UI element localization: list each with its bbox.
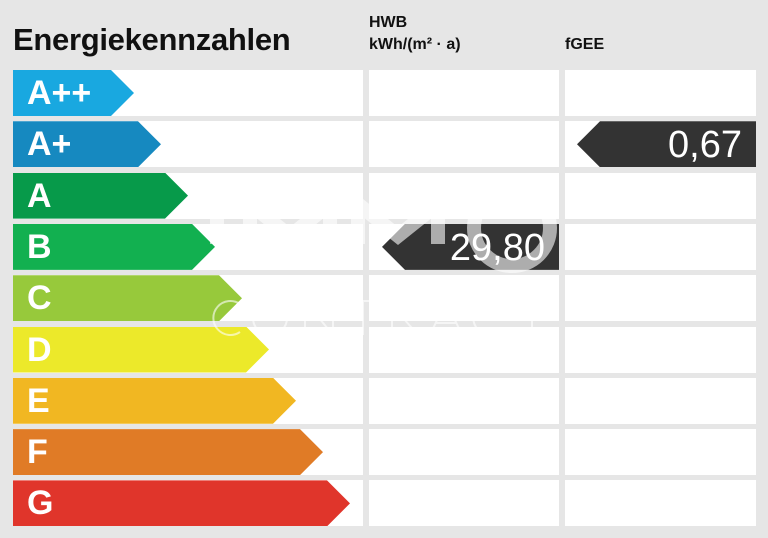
energy-class-arrow: A bbox=[13, 173, 188, 219]
energy-class-arrow: F bbox=[13, 429, 323, 475]
energy-class-arrow: G bbox=[13, 480, 350, 526]
hwb-cell bbox=[369, 429, 559, 476]
fgee-cell bbox=[565, 377, 756, 424]
hwb-cell bbox=[369, 480, 559, 527]
fgee-cell bbox=[565, 172, 756, 219]
energy-class-arrow: E bbox=[13, 378, 296, 424]
hwb-cell bbox=[369, 275, 559, 322]
hwb-unit: kWh/(m² · a) bbox=[369, 36, 461, 53]
energy-class-arrow: B bbox=[13, 224, 215, 270]
hwb-label: HWB bbox=[369, 14, 408, 31]
energy-class-arrow: A++ bbox=[13, 70, 134, 116]
hwb-cell bbox=[369, 172, 559, 219]
hwb-cell bbox=[369, 70, 559, 116]
energy-class-arrow: A+ bbox=[13, 121, 161, 167]
hwb-cell bbox=[369, 121, 559, 168]
hwb-cell bbox=[369, 326, 559, 373]
fgee-header: fGEE bbox=[565, 36, 605, 53]
hwb-cell bbox=[369, 377, 559, 424]
fgee-value-marker: 0,67 bbox=[577, 121, 756, 168]
fgee-cell bbox=[565, 480, 756, 527]
fgee-cell bbox=[565, 429, 756, 476]
fgee-cell bbox=[565, 70, 756, 116]
hwb-header: HWB kWh/(m² · a) bbox=[369, 12, 461, 56]
fgee-cell bbox=[565, 275, 756, 322]
energy-class-arrow: C bbox=[13, 275, 242, 321]
fgee-cell bbox=[565, 326, 756, 373]
page-title: Energiekennzahlen bbox=[13, 22, 291, 57]
fgee-cell bbox=[565, 223, 756, 270]
energy-class-arrow: D bbox=[13, 327, 269, 373]
hwb-value-marker: 29,80 bbox=[382, 223, 559, 270]
